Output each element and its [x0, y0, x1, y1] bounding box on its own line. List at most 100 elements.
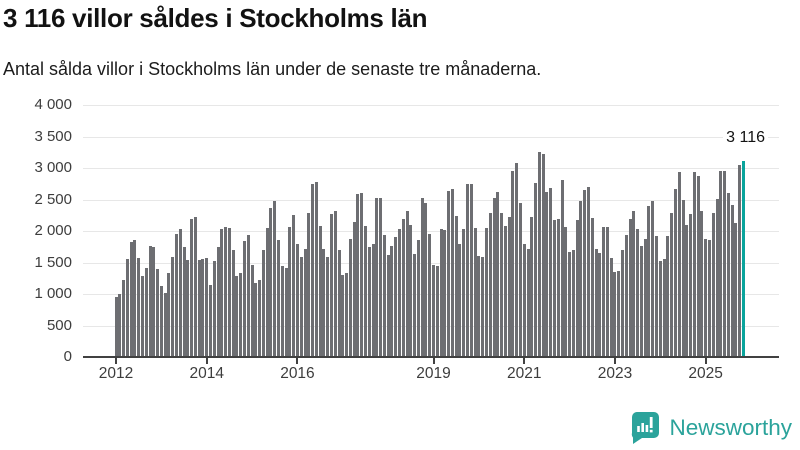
bar [598, 253, 602, 357]
x-axis-line [83, 356, 779, 358]
bar [515, 162, 519, 357]
bar [621, 249, 625, 357]
bar [575, 220, 579, 357]
gridline [83, 136, 779, 138]
bar [277, 239, 281, 357]
bar [704, 238, 708, 357]
bar [140, 275, 144, 357]
bar [152, 247, 156, 357]
bar [261, 249, 265, 357]
bar [643, 238, 647, 357]
bar [209, 285, 212, 357]
bar [587, 186, 590, 357]
gridline [83, 199, 779, 201]
bar [719, 170, 723, 357]
bar [549, 188, 553, 357]
bar [462, 229, 466, 357]
bar [560, 179, 564, 357]
x-axis-tick [432, 358, 435, 364]
bar [530, 217, 534, 357]
bar [689, 214, 693, 357]
bar [681, 200, 685, 357]
bar [148, 246, 152, 357]
bar [492, 198, 496, 357]
bar [670, 212, 674, 357]
bar [114, 297, 118, 357]
bar [443, 229, 447, 357]
bar [447, 190, 451, 357]
bar [307, 213, 311, 357]
bar [254, 283, 258, 357]
bar [171, 257, 175, 357]
bar [239, 272, 243, 357]
bar [458, 243, 462, 357]
bar [288, 226, 292, 357]
bar [700, 210, 704, 357]
bar [348, 239, 352, 357]
plot-area [83, 105, 779, 357]
bar [466, 183, 470, 357]
bar [341, 275, 345, 357]
bar [500, 213, 504, 357]
gridline [83, 168, 779, 169]
bar [318, 225, 322, 357]
bar [677, 171, 681, 357]
bar [129, 241, 133, 357]
bar [673, 189, 677, 357]
bar [636, 229, 640, 357]
bar [295, 243, 299, 357]
bar [118, 294, 122, 357]
gridline [83, 105, 779, 106]
bar [692, 171, 696, 357]
bar [469, 184, 473, 357]
bar [477, 256, 481, 357]
bar [450, 189, 454, 357]
bar [371, 243, 375, 357]
bar [250, 265, 254, 357]
bar [311, 184, 315, 357]
bar [224, 227, 228, 357]
bar [658, 260, 662, 357]
bar [394, 236, 398, 357]
bar [379, 197, 383, 357]
bar [609, 258, 613, 357]
bar [367, 247, 371, 357]
bar [375, 198, 379, 357]
bar [738, 164, 742, 357]
newsworthy-logo: Newsworthy [629, 411, 792, 445]
bar [628, 219, 632, 357]
bar [186, 259, 190, 357]
bar [617, 270, 621, 357]
bar [216, 247, 220, 357]
bar [484, 228, 488, 357]
bar [526, 248, 530, 357]
bar [556, 219, 560, 357]
bar [269, 208, 273, 357]
bar [193, 217, 197, 357]
bar [258, 279, 262, 357]
bar [356, 193, 360, 357]
bar [583, 190, 587, 357]
bar [401, 219, 405, 357]
bar [590, 218, 594, 357]
bar [243, 241, 247, 357]
x-axis-label: 2023 [597, 365, 633, 382]
bar [231, 249, 235, 357]
y-axis-label: 0 [63, 348, 72, 365]
x-axis-tick [523, 358, 526, 364]
bar [303, 248, 307, 357]
bar [329, 214, 333, 357]
bar [594, 248, 598, 357]
bar [545, 191, 549, 357]
x-axis-tick [205, 358, 208, 364]
bar [552, 220, 556, 357]
bar [507, 216, 511, 357]
bar [405, 210, 409, 357]
bar [322, 248, 326, 357]
bar [352, 221, 356, 357]
bar [174, 234, 178, 357]
bar [707, 239, 711, 357]
bar [159, 286, 163, 357]
bar [632, 210, 636, 357]
